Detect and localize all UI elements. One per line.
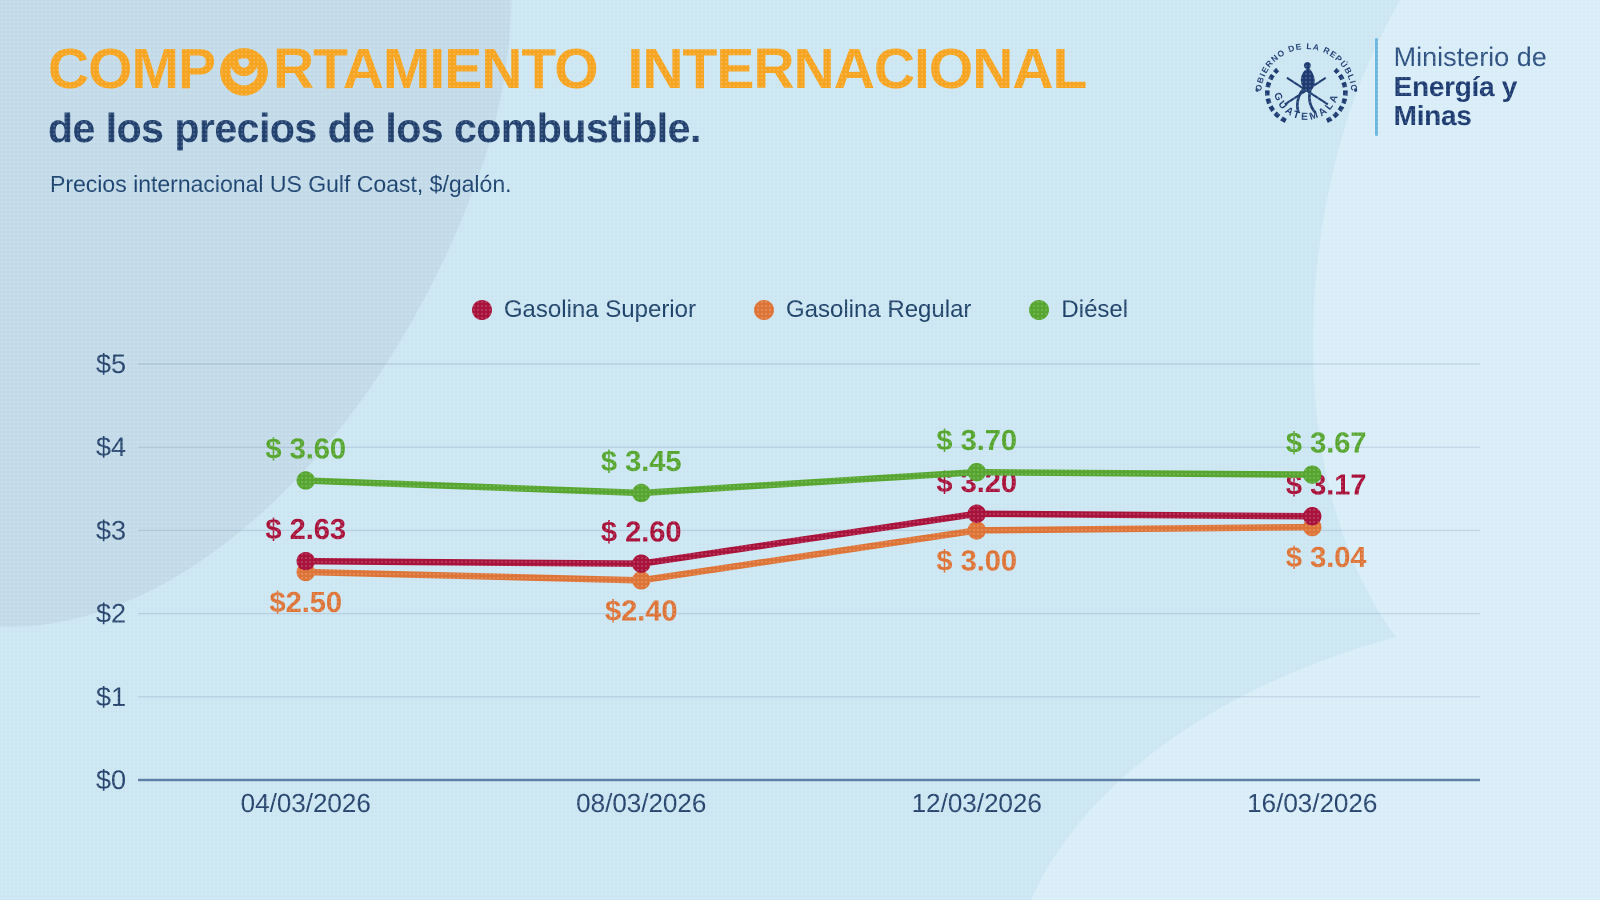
data-point-di-sel — [967, 462, 986, 482]
value-label-gasolina-regular: $2.50 — [269, 587, 342, 619]
legend-item-gasolina-regular: Gasolina Regular — [753, 296, 972, 324]
seal-wreath — [1265, 67, 1348, 123]
legend-label: Diésel — [1061, 296, 1129, 323]
spiral-o-icon — [220, 48, 268, 96]
brand-divider — [1374, 38, 1378, 136]
series-line-di-sel — [302, 468, 1316, 497]
y-tick-label: $5 — [96, 349, 126, 379]
legend-dot-gasolina-regular — [753, 300, 774, 320]
ministry-name: Ministerio de Energía y Minas — [1394, 43, 1600, 130]
value-label-di-sel: $ 3.60 — [265, 433, 346, 465]
header: COMP RTAMIENTO INTERNACIONAL de los preci… — [48, 36, 1088, 198]
y-tick-label: $3 — [96, 515, 126, 545]
data-point-gasolina-superior — [296, 551, 315, 571]
value-label-gasolina-superior: $ 2.63 — [265, 514, 346, 546]
x-tick-label: 16/03/2026 — [1247, 788, 1377, 818]
seal-quetzal — [1296, 62, 1316, 113]
title-part1: COMP — [48, 36, 216, 101]
seal-right-dot — [1353, 88, 1358, 92]
value-label-gasolina-superior: $ 2.60 — [601, 517, 682, 549]
series-line-gasolina-superior — [302, 510, 1316, 567]
value-label-di-sel: $ 3.45 — [601, 446, 682, 478]
legend-dot-diesel — [1029, 300, 1050, 320]
y-tick-label: $2 — [96, 599, 126, 629]
y-tick-label: $1 — [96, 682, 126, 712]
guatemala-seal-logo: GOBIERNO DE LA REPÚBLICA GUATEMALA — [1250, 30, 1358, 123]
data-point-gasolina-regular — [632, 571, 651, 590]
data-point-gasolina-superior — [632, 554, 651, 573]
data-point-di-sel — [632, 483, 651, 503]
seal-crossed-arms — [1284, 76, 1329, 106]
chart-legend: Gasolina Superior Gasolina Regular Diése… — [0, 296, 1600, 324]
value-label-gasolina-regular: $2.40 — [605, 595, 678, 627]
value-label-gasolina-regular: $ 3.04 — [1286, 542, 1367, 574]
page-title: COMP RTAMIENTO INTERNACIONAL — [48, 36, 1088, 101]
data-point-di-sel — [1303, 465, 1322, 484]
legend-item-diesel: Diésel — [1029, 296, 1128, 324]
x-tick-label: 04/03/2026 — [241, 788, 371, 818]
data-point-gasolina-superior — [967, 504, 986, 523]
ministry-line1: Ministerio de — [1393, 42, 1547, 73]
legend-item-gasolina-superior: Gasolina Superior — [471, 296, 696, 324]
legend-label: Gasolina Regular — [785, 296, 972, 323]
value-label-di-sel: $ 3.70 — [936, 425, 1017, 457]
y-tick-label: $0 — [96, 765, 126, 795]
title-part2: RTAMIENTO — [273, 36, 599, 101]
legend-dot-gasolina-superior — [471, 300, 492, 320]
y-tick-label: $4 — [96, 432, 126, 462]
value-label-gasolina-regular: $ 3.00 — [936, 545, 1017, 577]
data-point-di-sel — [296, 471, 315, 490]
x-tick-label: 12/03/2026 — [912, 788, 1042, 818]
x-tick-label: 08/03/2026 — [576, 788, 706, 818]
data-point-gasolina-superior — [1303, 507, 1322, 526]
page-subtitle: de los precios de los combustible. — [48, 105, 701, 151]
legend-label: Gasolina Superior — [503, 296, 696, 323]
series-line-gasolina-regular — [302, 523, 1316, 584]
title-part3: INTERNACIONAL — [627, 36, 1088, 101]
value-label-di-sel: $ 3.67 — [1286, 428, 1367, 460]
ministry-line2: Energía y Minas — [1393, 70, 1518, 132]
brand-block: GOBIERNO DE LA REPÚBLICA GUATEMALA — [1250, 30, 1600, 144]
seal-left-dot — [1255, 88, 1259, 92]
data-point-gasolina-regular — [967, 521, 986, 540]
chart-caption: Precios internacional US Gulf Coast, $/g… — [50, 171, 512, 197]
